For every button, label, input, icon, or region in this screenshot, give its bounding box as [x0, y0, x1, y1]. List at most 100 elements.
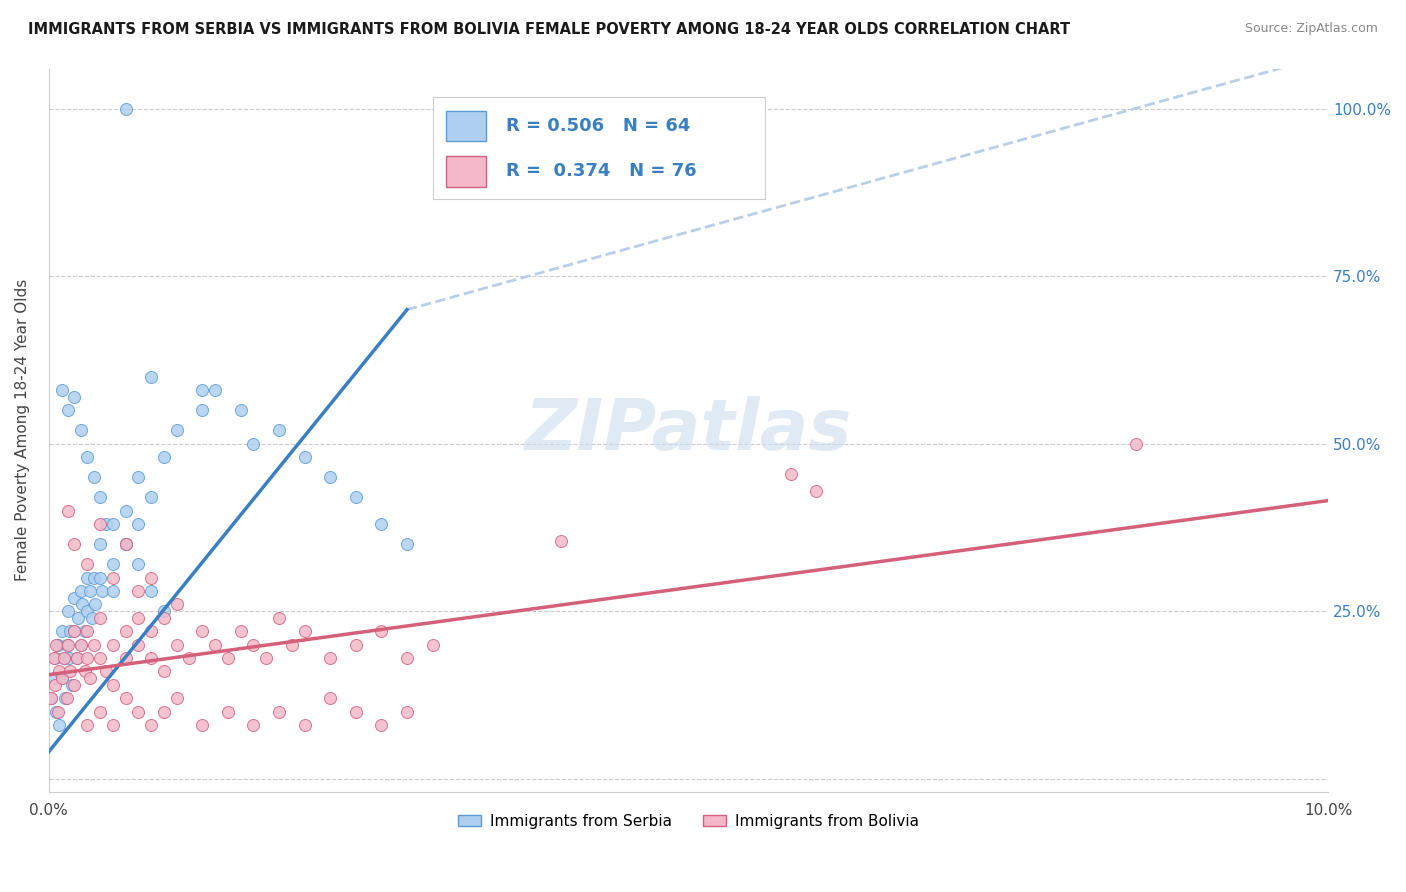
Point [63, 591, 86, 605]
Point [779, 467, 801, 481]
Point [319, 651, 342, 665]
Point [48, 665, 70, 679]
Point [139, 718, 162, 732]
Point [267, 423, 290, 437]
Point [76, 558, 98, 572]
Point [51, 671, 73, 685]
Point [55, 691, 77, 706]
Point [139, 369, 162, 384]
Point [114, 537, 136, 551]
Point [67, 611, 90, 625]
Point [139, 571, 162, 585]
Point [83, 638, 105, 652]
Point [153, 450, 176, 464]
Point [44, 678, 66, 692]
Point [55, 691, 77, 706]
Point [127, 558, 149, 572]
Point [79, 584, 101, 599]
Point [139, 584, 162, 599]
Point [344, 705, 367, 719]
Point [66, 651, 89, 665]
Point [83, 598, 105, 612]
Point [114, 691, 136, 706]
Point [114, 624, 136, 639]
Point [59, 665, 82, 679]
Point [42, 651, 65, 665]
Point [51, 671, 73, 685]
Point [127, 611, 149, 625]
Point [76, 450, 98, 464]
Point [191, 403, 214, 417]
Point [63, 624, 86, 639]
Point [344, 638, 367, 652]
Point [127, 516, 149, 531]
Point [127, 584, 149, 599]
Point [395, 537, 418, 551]
Point [76, 651, 98, 665]
Point [114, 503, 136, 517]
Point [59, 624, 82, 639]
Point [101, 638, 124, 652]
Point [76, 571, 98, 585]
Point [82, 611, 104, 625]
Point [294, 450, 316, 464]
Text: IMMIGRANTS FROM SERBIA VS IMMIGRANTS FROM BOLIVIA FEMALE POVERTY AMONG 18-24 YEA: IMMIGRANTS FROM SERBIA VS IMMIGRANTS FRO… [28, 22, 1070, 37]
Point [73, 665, 96, 679]
Point [39, 691, 62, 706]
Point [217, 705, 239, 719]
Point [56, 604, 79, 618]
Point [55, 638, 77, 652]
Point [806, 483, 828, 498]
Point [51, 383, 73, 397]
Point [127, 705, 149, 719]
Point [89, 571, 111, 585]
Point [204, 383, 226, 397]
Point [281, 638, 304, 652]
Point [166, 638, 188, 652]
Point [294, 718, 316, 732]
Point [83, 470, 105, 484]
Point [254, 651, 277, 665]
Point [242, 638, 264, 652]
Point [101, 558, 124, 572]
Point [101, 718, 124, 732]
Y-axis label: Female Poverty Among 18-24 Year Olds: Female Poverty Among 18-24 Year Olds [15, 279, 30, 582]
Point [89, 611, 111, 625]
Point [166, 691, 188, 706]
Point [204, 638, 226, 652]
Point [48, 718, 70, 732]
Point [294, 624, 316, 639]
Point [89, 490, 111, 504]
Point [395, 705, 418, 719]
Point [46, 638, 69, 652]
Point [139, 624, 162, 639]
Point [395, 651, 418, 665]
Text: Source: ZipAtlas.com: Source: ZipAtlas.com [1244, 22, 1378, 36]
Point [91, 584, 114, 599]
Point [319, 691, 342, 706]
Point [267, 705, 290, 719]
Point [319, 470, 342, 484]
Point [46, 705, 69, 719]
Point [153, 611, 176, 625]
Point [39, 691, 62, 706]
Point [83, 571, 105, 585]
Point [101, 584, 124, 599]
Point [96, 665, 118, 679]
Point [153, 665, 176, 679]
Text: ZIPatlas: ZIPatlas [524, 396, 852, 465]
Point [267, 611, 290, 625]
Point [69, 638, 91, 652]
Point [191, 718, 214, 732]
Point [370, 718, 392, 732]
Point [63, 624, 86, 639]
Point [217, 651, 239, 665]
Point [53, 651, 76, 665]
Legend: Immigrants from Serbia, Immigrants from Bolivia: Immigrants from Serbia, Immigrants from … [451, 808, 925, 835]
Point [51, 624, 73, 639]
Point [70, 598, 93, 612]
Point [101, 516, 124, 531]
Point [79, 671, 101, 685]
Point [191, 624, 214, 639]
Point [370, 624, 392, 639]
